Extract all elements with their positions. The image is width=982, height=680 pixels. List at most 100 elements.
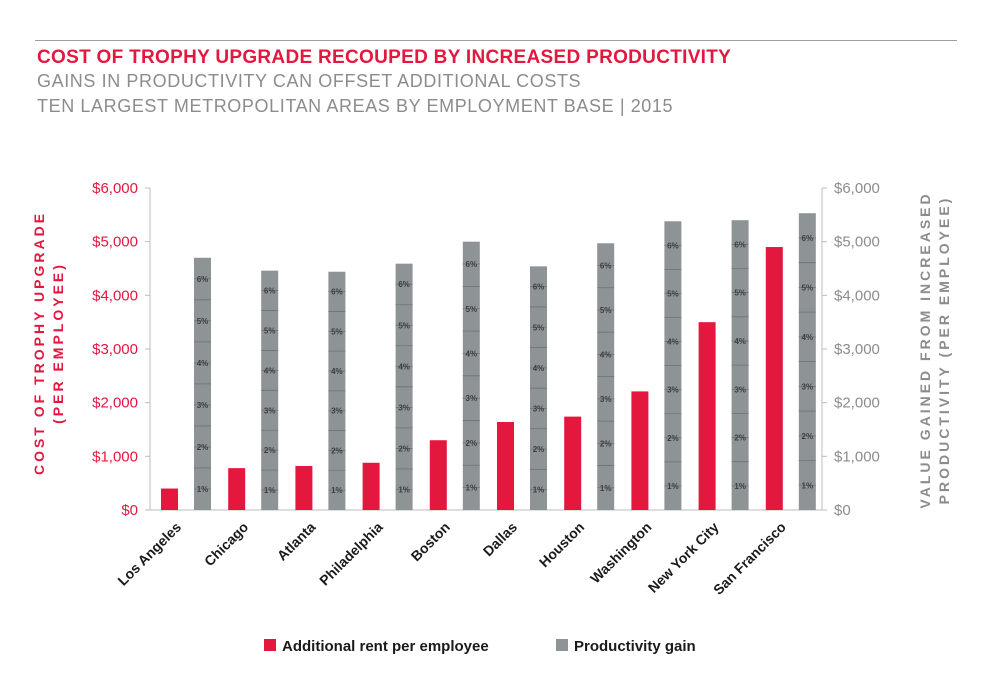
segment-label: 4% xyxy=(600,350,612,359)
segment-label: 5% xyxy=(734,289,746,298)
segment-label: 3% xyxy=(331,407,343,416)
bar-rent xyxy=(497,421,514,510)
y-tick-label-right: $0 xyxy=(834,502,851,519)
segment-label: 3% xyxy=(264,406,276,415)
segment-label: 6% xyxy=(331,288,343,297)
chart-subtitle: GAINS IN PRODUCTIVITY CAN OFFSET ADDITIO… xyxy=(37,71,582,91)
x-tick-label: New York City xyxy=(645,519,722,596)
x-tick-label: Los Angeles xyxy=(114,519,184,589)
y-tick-label-right: $2,000 xyxy=(834,395,880,412)
chart-subtitle-2: TEN LARGEST METROPOLITAN AREAS BY EMPLOY… xyxy=(37,96,674,116)
y-tick-label-left: $2,000 xyxy=(92,395,138,412)
y-axis-left-label: COST OF TROPHY UPGRADE xyxy=(31,211,47,475)
segment-label: 4% xyxy=(802,333,814,342)
segment-label: 2% xyxy=(533,445,545,454)
segment-label: 1% xyxy=(600,484,612,493)
segment-label: 5% xyxy=(398,321,410,330)
segment-label: 6% xyxy=(802,234,814,243)
bar-rent xyxy=(765,247,783,511)
segment-label: 2% xyxy=(331,446,343,455)
segment-label: 1% xyxy=(533,486,545,495)
segment-label: 3% xyxy=(466,394,478,403)
bar-rent xyxy=(429,440,447,510)
legend-swatch-rent xyxy=(264,639,276,651)
segment-label: 6% xyxy=(734,240,746,249)
segment-label: 4% xyxy=(197,359,209,368)
segment-label: 5% xyxy=(466,305,478,314)
segment-label: 5% xyxy=(197,317,209,326)
segment-label: 5% xyxy=(533,323,545,332)
y-tick-label-right: $4,000 xyxy=(834,287,880,304)
y-axis-right-label-2: PRODUCTIVITY (PER EMPLOYEE) xyxy=(936,196,952,505)
segment-label: 6% xyxy=(600,262,612,271)
segment-label: 2% xyxy=(398,444,410,453)
x-tick-label: Dallas xyxy=(480,519,521,560)
segment-label: 1% xyxy=(197,485,209,494)
legend-swatch-productivity xyxy=(556,639,568,651)
segment-label: 4% xyxy=(466,349,478,358)
axes xyxy=(145,187,827,511)
bar-rent xyxy=(631,391,649,510)
segment-label: 6% xyxy=(197,275,209,284)
segment-label: 2% xyxy=(667,434,679,443)
legend: Additional rent per employee Productivit… xyxy=(264,638,696,655)
segment-label: 2% xyxy=(734,434,746,443)
segment-label: 2% xyxy=(197,443,209,452)
segment-label: 2% xyxy=(466,439,478,448)
segment-label: 1% xyxy=(331,486,343,495)
segment-label: 5% xyxy=(600,306,612,315)
x-tick-label: Boston xyxy=(408,519,453,564)
segment-label: 2% xyxy=(802,432,814,441)
bar-rent xyxy=(161,488,178,510)
bar-rent xyxy=(698,322,716,510)
legend-label-productivity: Productivity gain xyxy=(574,638,696,655)
bars: 1% 2% 3% 4% 5% 6% 1% 2% 3% 4% 5% 6% 1% 2% 3% 4% 5% 6% 1% 2%… xyxy=(161,213,816,511)
x-tick-label: Philadelphia xyxy=(316,519,386,589)
bar-rent xyxy=(362,462,380,510)
chart-title: COST OF TROPHY UPGRADE RECOUPED BY INCRE… xyxy=(37,47,732,68)
bar-rent xyxy=(295,465,313,510)
y-axis-right-label: VALUE GAINED FROM INCREASED xyxy=(917,191,933,508)
legend-label-rent: Additional rent per employee xyxy=(282,638,489,655)
y-tick-label-left: $0 xyxy=(121,502,138,519)
segment-label: 1% xyxy=(802,481,814,490)
segment-label: 4% xyxy=(533,364,545,373)
segment-label: 3% xyxy=(600,395,612,404)
y-tick-label-right: $5,000 xyxy=(834,234,880,251)
x-tick-label: San Francisco xyxy=(710,519,789,598)
segment-label: 3% xyxy=(197,401,209,410)
y-tick-label-right: $6,000 xyxy=(834,180,880,197)
y-tick-label-left: $4,000 xyxy=(92,287,138,304)
segment-label: 4% xyxy=(398,362,410,371)
tick-labels: $0 $0 $1,000 $1,000 $2,000 $2,000 $3,000 $3,000… xyxy=(92,180,880,519)
segment-label: 6% xyxy=(667,241,679,250)
y-tick-label-right: $3,000 xyxy=(834,341,880,358)
top-rule xyxy=(35,40,957,41)
segment-label: 4% xyxy=(667,338,679,347)
segment-label: 4% xyxy=(331,367,343,376)
segment-label: 3% xyxy=(398,403,410,412)
segment-label: 3% xyxy=(734,385,746,394)
segment-label: 1% xyxy=(667,482,679,491)
x-tick-label: Chicago xyxy=(201,519,251,569)
segment-label: 6% xyxy=(466,260,478,269)
segment-label: 5% xyxy=(802,283,814,292)
x-tick-label: Washington xyxy=(587,519,655,587)
segment-label: 4% xyxy=(734,337,746,346)
segment-label: 1% xyxy=(734,482,746,491)
segment-label: 5% xyxy=(667,289,679,298)
segment-label: 1% xyxy=(398,485,410,494)
segment-label: 5% xyxy=(264,326,276,335)
y-tick-label-left: $3,000 xyxy=(92,341,138,358)
segment-label: 1% xyxy=(466,484,478,493)
segment-label: 6% xyxy=(398,280,410,289)
y-axis-left-label-2: (PER EMPLOYEE) xyxy=(50,262,66,424)
segment-label: 2% xyxy=(264,446,276,455)
bar-rent xyxy=(564,416,582,510)
segment-label: 3% xyxy=(802,382,814,391)
segment-label: 3% xyxy=(667,386,679,395)
bar-rent xyxy=(228,468,246,510)
y-tick-label-right: $1,000 xyxy=(834,448,880,465)
